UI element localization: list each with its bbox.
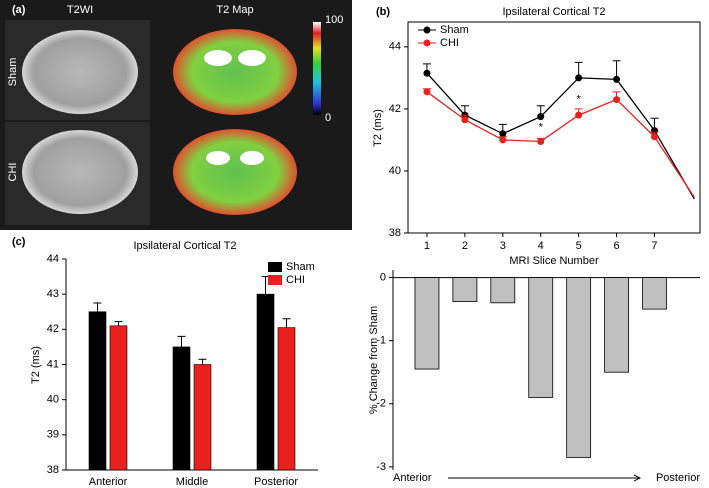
t2wi-image: [22, 30, 138, 114]
bar: [88, 311, 107, 471]
legend-swatch: [268, 275, 282, 285]
line: [426, 91, 695, 198]
marker: [650, 133, 658, 141]
marker: [423, 88, 431, 96]
bar: [172, 346, 191, 471]
x-tick-label: 2: [462, 240, 468, 252]
annotation: *: [539, 121, 544, 133]
t2-map-image: [173, 29, 297, 115]
line: [426, 72, 695, 200]
legend-label: Sham: [286, 261, 315, 273]
y-tick-label: 42: [47, 323, 59, 335]
bar: [109, 325, 128, 471]
y-tick-label: 38: [389, 227, 401, 239]
y-tick-label: -1: [376, 335, 386, 347]
panel-label: (b): [376, 6, 390, 18]
column-label: T2WI: [67, 4, 93, 16]
bar: [277, 327, 296, 471]
x-tick-label: 6: [614, 240, 620, 252]
panel-a: (a) T2WI T2 Map Sham CHI 100 0: [0, 0, 352, 230]
x-tick-label: 3: [500, 240, 506, 252]
x-tick-label: Anterior: [89, 476, 128, 488]
bar: [256, 293, 275, 471]
y-tick-label: 40: [389, 165, 401, 177]
marker: [537, 113, 545, 121]
y-tick-label: 39: [47, 429, 59, 441]
legend-swatch: [268, 262, 282, 272]
bar: [490, 277, 516, 304]
map-hotspot: [204, 50, 232, 66]
panel-label: (a): [12, 4, 26, 16]
x-tick-label: 7: [651, 240, 657, 252]
colorbar: [313, 22, 321, 115]
y-axis-label: T2 (ms): [30, 346, 42, 384]
legend-marker: [423, 26, 431, 34]
y-tick-label: 40: [47, 394, 59, 406]
bar: [642, 277, 667, 310]
chart-title: Ipsilateral Cortical T2: [502, 6, 605, 18]
annotation: Anterior: [393, 472, 432, 484]
y-tick-label: 43: [47, 288, 59, 300]
row-label: Sham: [7, 58, 19, 87]
map-hotspot: [240, 151, 264, 165]
plot-frame: [407, 21, 701, 234]
x-tick-label: 4: [538, 240, 544, 252]
t2-map-image: [173, 129, 297, 215]
bar: [528, 277, 554, 398]
error-bar: [198, 358, 207, 365]
marker: [613, 96, 621, 104]
marker: [575, 74, 583, 82]
direction-arrow: [448, 474, 642, 482]
bar: [452, 277, 478, 302]
map-hotspot: [206, 151, 230, 165]
y-axis-label: T2 (ms): [372, 109, 384, 147]
marker: [613, 75, 621, 83]
error-bar: [93, 302, 102, 312]
colorbar-label: 0: [325, 112, 331, 124]
chart-title: Ipsilateral Cortical T2: [133, 240, 236, 252]
x-tick-label: Middle: [176, 476, 208, 488]
column-label: T2 Map: [216, 4, 253, 16]
marker: [423, 69, 431, 77]
y-tick-label: -3: [376, 461, 386, 473]
y-tick-label: -2: [376, 398, 386, 410]
row-label: CHI: [7, 163, 19, 182]
x-tick-label: Posterior: [254, 476, 298, 488]
legend-label: CHI: [286, 274, 305, 286]
x-axis-label: MRI Slice Number: [509, 255, 599, 267]
colorbar-label: 100: [325, 14, 343, 26]
legend-label: CHI: [440, 37, 459, 49]
legend-label: Sham: [440, 24, 469, 36]
map-hotspot: [238, 50, 266, 66]
y-tick-label: 0: [380, 271, 386, 283]
y-tick-label: 44: [389, 41, 401, 53]
x-tick-label: 1: [424, 240, 430, 252]
x-tick-label: 5: [576, 240, 582, 252]
bar: [414, 277, 440, 370]
error-bar: [282, 318, 291, 328]
marker: [575, 111, 583, 119]
marker: [499, 136, 507, 144]
bar: [193, 364, 212, 471]
error-bar: [177, 335, 186, 347]
marker: [537, 137, 545, 145]
y-tick-label: 44: [47, 253, 59, 265]
annotation: *: [577, 93, 582, 105]
y-tick-label: 41: [47, 358, 59, 370]
marker: [461, 116, 469, 124]
t2wi-image: [22, 130, 138, 214]
y-axis-label: % Change from Sham: [368, 306, 380, 414]
marker: [499, 130, 507, 138]
legend-marker: [423, 39, 431, 47]
y-tick-label: 38: [47, 464, 59, 476]
annotation: Posterior: [656, 472, 700, 484]
panel-label: (c): [12, 236, 26, 248]
bar: [566, 277, 592, 458]
bar: [604, 277, 629, 373]
y-tick-label: 42: [389, 103, 401, 115]
error-bar: [114, 321, 123, 326]
